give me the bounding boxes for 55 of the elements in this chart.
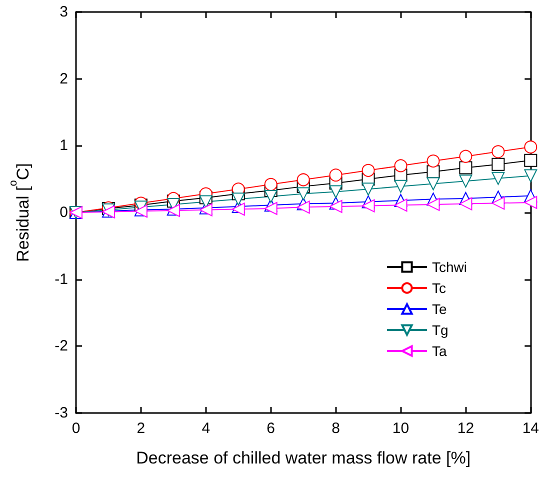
x-tick-label: 0 [72, 420, 80, 437]
point [524, 169, 538, 182]
point [524, 140, 538, 154]
legend-label: Tg [432, 322, 448, 338]
point [362, 199, 375, 212]
x-tick-label: 6 [266, 420, 276, 437]
point [524, 154, 538, 167]
legend-label: Ta [432, 343, 447, 359]
point [264, 178, 278, 191]
legend-label: Te [432, 301, 447, 317]
point [362, 164, 375, 177]
point [329, 168, 342, 182]
x-tick-label: 12 [457, 420, 474, 437]
x-tick-label: 8 [332, 420, 340, 437]
x-tick-label: 2 [136, 420, 146, 437]
y-tick-label: 1 [60, 137, 68, 154]
point [232, 192, 245, 206]
point [492, 196, 505, 210]
point [394, 159, 408, 172]
legend-label: Tchwi [432, 259, 468, 275]
y-tick-label: -3 [54, 404, 68, 422]
x-tick-label: 4 [202, 420, 210, 437]
legend-label: Tc [432, 280, 446, 296]
y-tick-label: 2 [60, 70, 68, 88]
point [264, 202, 278, 215]
x-axis-title: Decrease of chilled water mass flow rate [%] [136, 448, 471, 468]
point [296, 187, 310, 200]
point [296, 200, 310, 214]
point [459, 197, 472, 210]
point [524, 196, 538, 209]
point [492, 172, 505, 185]
x-tick-label: 10 [392, 420, 410, 437]
point [459, 161, 472, 174]
point [492, 145, 505, 158]
point [296, 173, 310, 186]
y-axis-title: Residual [oC] [8, 163, 32, 262]
point [394, 198, 408, 212]
x-tick-label: 14 [522, 420, 539, 437]
point [329, 185, 342, 198]
y-tick-label: 0 [60, 204, 68, 221]
point [232, 202, 245, 216]
point [459, 150, 472, 163]
point [264, 190, 278, 203]
point [199, 195, 212, 208]
point [426, 198, 440, 211]
point [426, 177, 440, 190]
point [492, 158, 505, 171]
y-tick-label: -2 [54, 338, 68, 355]
y-tick-label: -1 [54, 270, 68, 288]
point [329, 200, 342, 213]
point [394, 180, 408, 193]
point [459, 174, 472, 188]
point [362, 182, 375, 196]
point [426, 154, 440, 168]
y-tick-label: 3 [60, 4, 68, 20]
